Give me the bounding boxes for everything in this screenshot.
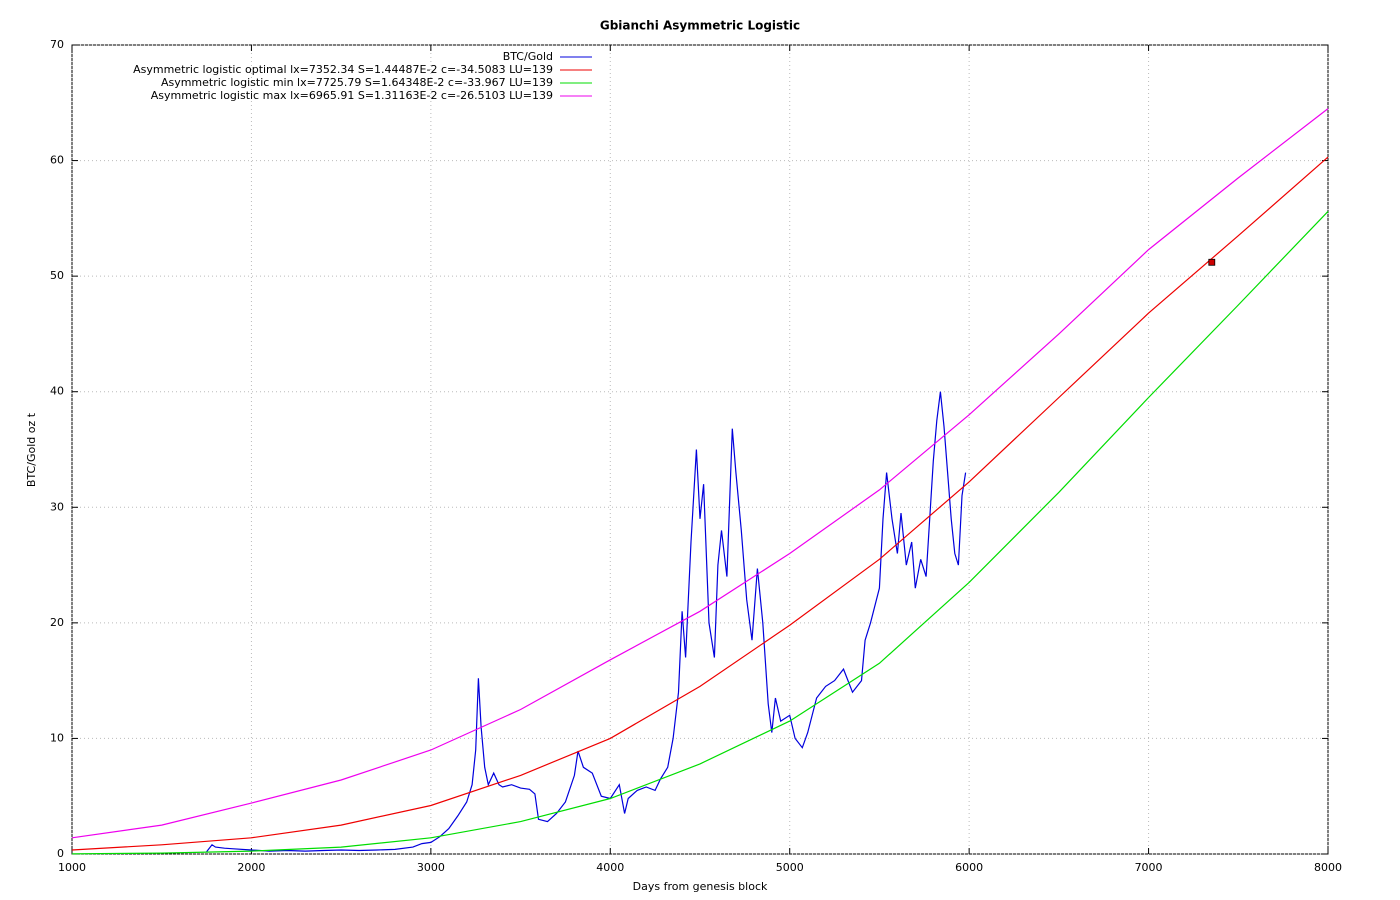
- y-tick-label: 60: [50, 154, 64, 167]
- y-tick-label: 20: [50, 616, 64, 629]
- y-axis-label: BTC/Gold oz t: [25, 412, 38, 487]
- series-line: [71, 156, 1329, 851]
- chart-title: Gbianchi Asymmetric Logistic: [600, 19, 800, 33]
- y-tick-label: 0: [57, 847, 64, 860]
- legend-label: Asymmetric logistic min lx=7725.79 S=1.6…: [161, 76, 553, 89]
- x-tick-label: 1000: [58, 861, 86, 874]
- x-axis-label: Days from genesis block: [633, 880, 768, 893]
- x-tick-label: 3000: [417, 861, 445, 874]
- x-tick-label: 4000: [596, 861, 624, 874]
- legend-label: Asymmetric logistic max lx=6965.91 S=1.3…: [151, 89, 553, 102]
- y-tick-label: 50: [50, 269, 64, 282]
- x-tick-label: 8000: [1314, 861, 1342, 874]
- highlight-point: [1208, 258, 1216, 266]
- legend-label: Asymmetric logistic optimal lx=7352.34 S…: [133, 63, 553, 76]
- x-tick-label: 6000: [955, 861, 983, 874]
- y-tick-label: 10: [50, 731, 64, 744]
- y-tick-label: 30: [50, 500, 64, 513]
- y-tick-label: 70: [50, 38, 64, 51]
- x-tick-label: 5000: [776, 861, 804, 874]
- series-line: [71, 108, 1329, 839]
- plot-frame: [71, 44, 1329, 855]
- x-tick-label: 7000: [1135, 861, 1163, 874]
- y-tick-label: 40: [50, 385, 64, 398]
- legend-label: BTC/Gold: [503, 50, 553, 63]
- x-tick-label: 2000: [237, 861, 265, 874]
- series-line: [71, 210, 1329, 855]
- series-line: [206, 391, 967, 853]
